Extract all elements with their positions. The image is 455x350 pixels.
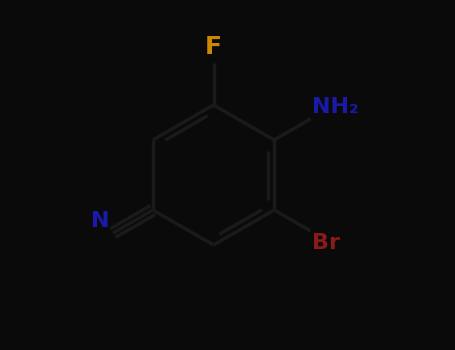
Text: N: N: [91, 211, 109, 231]
Text: F: F: [205, 35, 222, 60]
Text: NH₂: NH₂: [312, 97, 359, 117]
Text: Br: Br: [312, 233, 340, 253]
